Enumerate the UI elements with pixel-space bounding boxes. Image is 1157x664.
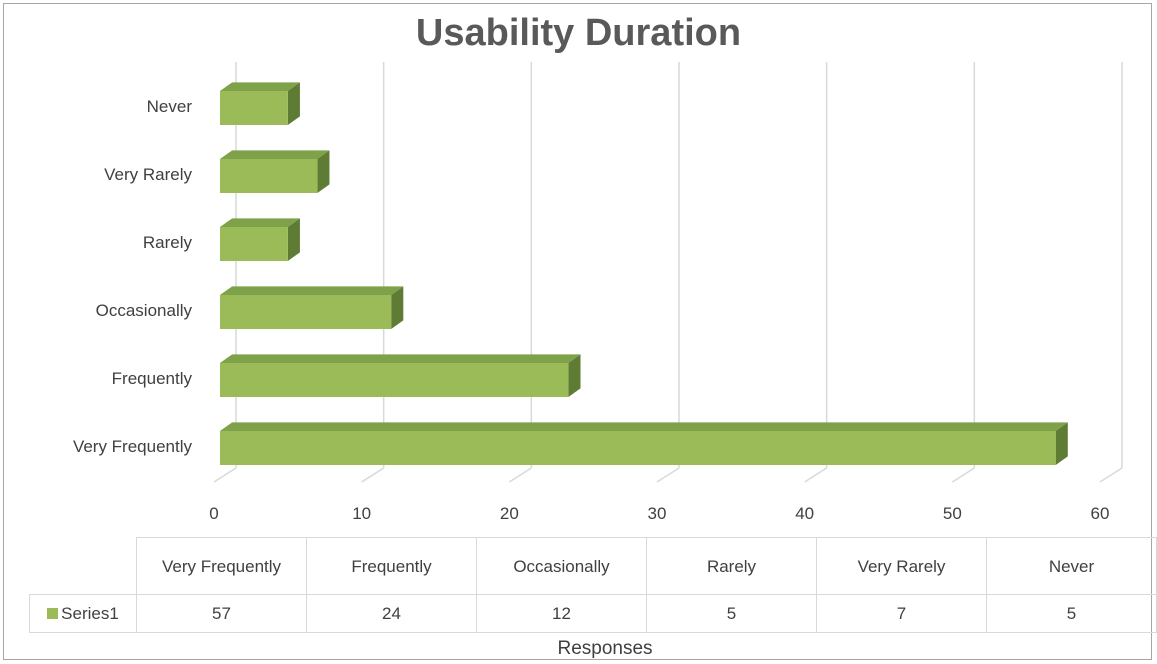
y-tick-label: Never [147,97,193,116]
bar [220,431,1056,465]
table-header-cell: Occasionally [476,537,647,595]
table-header-cell: Rarely [646,537,817,595]
table-corner [29,537,137,595]
x-tick-label: 20 [500,504,519,523]
bar-top [220,82,300,91]
legend-entry: Series1 [29,594,137,633]
table-header-cell: Very Rarely [816,537,987,595]
y-tick-label: Very Frequently [73,437,193,456]
bar [220,159,318,193]
data-label: 5 [646,594,817,633]
bar [220,227,288,261]
x-tick-label: 60 [1091,504,1110,523]
bar-top [220,422,1068,431]
plot-area: 0 10 20 30 40 50 60 Very Frequently Frequently Oc… [73,62,1123,523]
floor-gridline [1099,467,1123,483]
x-tick-label: 10 [352,504,371,523]
bar-top [220,150,330,159]
bar-side [1055,422,1068,465]
y-tick-label: Occasionally [96,301,193,320]
legend-label: Series1 [61,604,119,623]
data-label: 24 [306,594,477,633]
y-tick-label: Rarely [143,233,193,252]
floor-gridline [951,467,975,483]
floor-gridline [361,467,385,483]
bar-top [220,354,581,363]
floor-gridline [656,467,680,483]
x-tick-label: 0 [209,504,218,523]
bar [220,295,392,329]
x-tick-label: 50 [943,504,962,523]
bar-side [568,354,581,397]
legend-key [47,608,59,620]
table-header-cell: Frequently [306,537,477,595]
bar-top [220,286,404,295]
floor-gridline [804,467,828,483]
x-tick-label: 40 [795,504,814,523]
bar [220,363,569,397]
bar-side [287,218,300,261]
floor-gridline [508,467,532,483]
bar-top [220,218,300,227]
data-label: 57 [136,594,307,633]
chart-title: Usability Duration [415,12,742,54]
x-axis-title: Responses [557,638,653,659]
y-tick-label: Very Rarely [104,165,192,184]
data-table: Very Frequently Frequently Occasionally Rar… [29,537,1157,633]
table-header-cell: Very Frequently [136,537,307,595]
data-label: 5 [986,594,1157,633]
bar-side [287,82,300,125]
y-tick-label: Frequently [112,369,193,388]
bar-side [391,286,404,329]
table-header-cell: Never [986,537,1157,595]
bar-side [317,150,330,193]
data-label: 7 [816,594,987,633]
table-row: Series1 57 24 12 5 7 5 [29,594,1157,633]
data-label: 12 [476,594,647,633]
x-tick-label: 30 [648,504,667,523]
bar [220,91,288,125]
floor-gridline [213,467,237,483]
